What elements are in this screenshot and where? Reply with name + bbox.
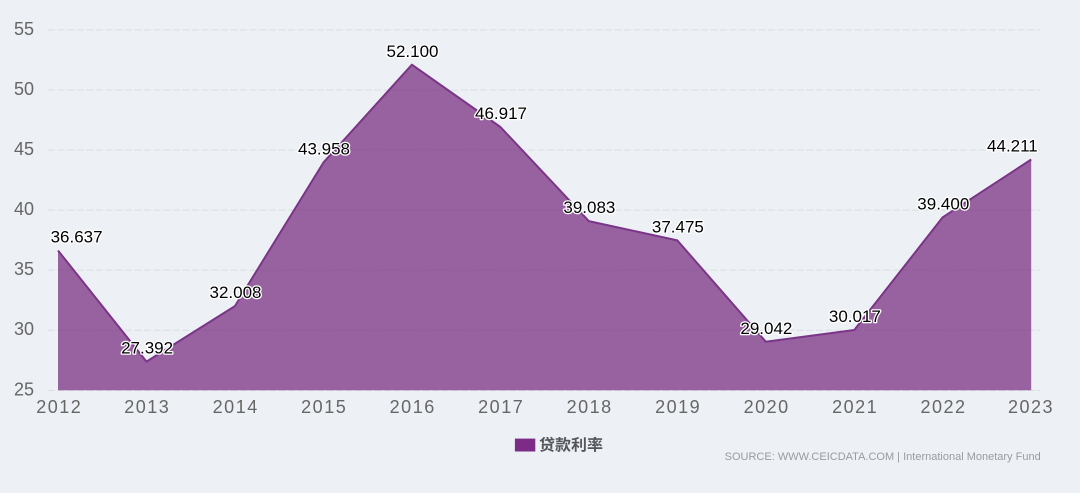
svg-text:30: 30 [14,319,34,339]
svg-text:2016: 2016 [390,397,436,417]
svg-text:43.958: 43.958 [298,140,350,159]
svg-text:2015: 2015 [301,397,347,417]
svg-text:52.100: 52.100 [387,42,439,61]
svg-text:2020: 2020 [744,397,790,417]
svg-text:2012: 2012 [36,397,82,417]
svg-text:36.637: 36.637 [51,228,103,247]
svg-text:29.042: 29.042 [740,319,792,338]
svg-text:SOURCE: WWW.CEICDATA.COM | Int: SOURCE: WWW.CEICDATA.COM | International… [725,451,1041,463]
svg-text:39.083: 39.083 [563,198,615,217]
svg-text:44.211: 44.211 [987,137,1038,156]
svg-text:35: 35 [14,259,34,279]
svg-text:32.008: 32.008 [210,283,262,302]
svg-text:27.392: 27.392 [121,339,173,358]
svg-text:2013: 2013 [124,397,170,417]
svg-text:50: 50 [14,79,34,99]
svg-text:2022: 2022 [920,397,966,417]
svg-text:45: 45 [14,139,34,159]
svg-text:46.917: 46.917 [475,104,527,123]
svg-text:55: 55 [14,19,34,39]
svg-text:2019: 2019 [655,397,701,417]
svg-text:30.017: 30.017 [829,307,881,326]
svg-text:2021: 2021 [832,397,878,417]
svg-text:2023: 2023 [1008,397,1054,417]
svg-text:39.400: 39.400 [917,194,969,213]
svg-text:25: 25 [14,379,34,399]
svg-text:37.475: 37.475 [652,218,704,237]
svg-text:2017: 2017 [478,397,524,417]
svg-text:2018: 2018 [567,397,613,417]
svg-text:2014: 2014 [213,397,259,417]
svg-text:40: 40 [14,199,34,219]
